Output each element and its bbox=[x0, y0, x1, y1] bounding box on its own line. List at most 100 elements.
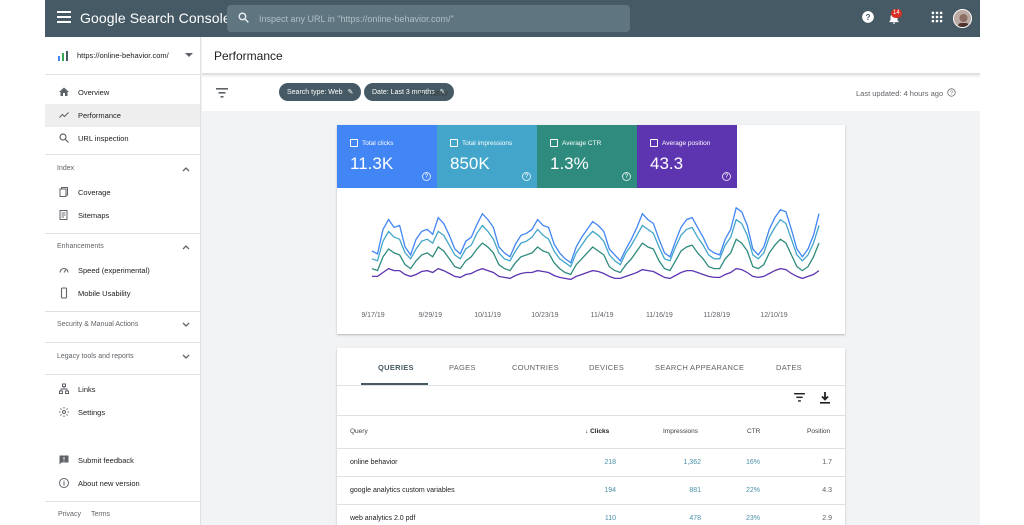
menu-icon[interactable] bbox=[57, 11, 71, 25]
chevron-up-icon[interactable] bbox=[182, 244, 190, 250]
apps-grid-icon[interactable] bbox=[930, 10, 944, 24]
sidebar-item-sitemaps[interactable]: Sitemaps bbox=[45, 204, 200, 227]
cell-ctr: 23% bbox=[745, 515, 760, 522]
column-header-query[interactable]: Query bbox=[350, 428, 368, 435]
speed-icon bbox=[59, 267, 69, 273]
tab-search-appearance[interactable]: SEARCH APPEARANCE bbox=[655, 363, 745, 372]
section-title-legacy[interactable]: Legacy tools and reports bbox=[57, 353, 134, 360]
last-updated-text: Last updated: 4 hours ago ? bbox=[856, 88, 956, 98]
metric-title: Total clicks bbox=[362, 140, 394, 147]
feedback-icon bbox=[59, 455, 69, 465]
search-input[interactable] bbox=[259, 9, 619, 28]
help-icon[interactable]: ? bbox=[622, 172, 631, 181]
cell-position: 4.3 bbox=[822, 487, 832, 494]
cell-query: online behavior bbox=[350, 459, 398, 466]
table-row[interactable]: google analytics custom variables 194 88… bbox=[337, 476, 845, 504]
divider bbox=[45, 311, 200, 312]
property-selector[interactable]: https://online-behavior.com/ bbox=[45, 37, 200, 75]
metric-average-position[interactable]: Average position 43.3 ? bbox=[637, 125, 737, 188]
new-filter-button[interactable]: + NEW bbox=[418, 87, 448, 100]
metric-title: Average CTR bbox=[562, 140, 602, 147]
divider bbox=[45, 501, 200, 502]
chevron-down-icon[interactable] bbox=[182, 354, 190, 360]
sidebar-item-about-new-version[interactable]: About new version bbox=[45, 472, 200, 495]
column-header-clicks[interactable]: ↓ Clicks bbox=[585, 428, 609, 435]
help-icon[interactable]: ? bbox=[722, 172, 731, 181]
sidebar-item-coverage[interactable]: Coverage bbox=[45, 181, 200, 204]
cell-query: google analytics custom variables bbox=[350, 487, 455, 494]
info-icon bbox=[59, 478, 69, 488]
section-title-security[interactable]: Security & Manual Actions bbox=[57, 321, 139, 328]
last-updated-label: Last updated: 4 hours ago bbox=[856, 89, 944, 98]
metric-total-clicks[interactable]: Total clicks 11.3K ? bbox=[337, 125, 437, 188]
product-logo[interactable]: Google Search Console bbox=[80, 10, 231, 26]
avatar[interactable] bbox=[953, 9, 972, 28]
arrow-down-icon: ↓ bbox=[585, 428, 591, 435]
url-inspection-search[interactable] bbox=[227, 5, 630, 32]
column-header-position[interactable]: Position bbox=[807, 428, 831, 435]
x-tick-label: 11/4/19 bbox=[591, 312, 614, 319]
filter-icon[interactable] bbox=[794, 393, 805, 402]
sidebar-item-mobile-usability[interactable]: Mobile Usability bbox=[45, 282, 200, 305]
divider bbox=[337, 415, 845, 416]
trending-up-icon bbox=[59, 112, 69, 118]
x-tick-label: 11/16/19 bbox=[646, 312, 673, 319]
cell-position: 1.7 bbox=[822, 459, 832, 466]
metric-value: 850K bbox=[450, 154, 490, 173]
table-row[interactable]: online behavior 218 1,362 16% 1.7 bbox=[337, 448, 845, 476]
tab-queries[interactable]: QUERIES bbox=[378, 363, 414, 372]
metric-average-ctr[interactable]: Average CTR 1.3% ? bbox=[537, 125, 637, 188]
table-row[interactable]: web analytics 2.0 pdf 110 478 23% 2.9 bbox=[337, 504, 845, 525]
tab-countries[interactable]: COUNTRIES bbox=[512, 363, 559, 372]
sidebar-item-settings[interactable]: Settings bbox=[45, 401, 200, 424]
sidebar-item-speed[interactable]: Speed (experimental) bbox=[45, 259, 200, 282]
tab-pages[interactable]: PAGES bbox=[449, 363, 476, 372]
privacy-link[interactable]: Privacy bbox=[58, 511, 81, 518]
date-range-chip[interactable]: Date: Last 3 months ✎ bbox=[364, 83, 454, 101]
page-header: Performance bbox=[202, 37, 980, 75]
checkbox-icon bbox=[550, 139, 558, 147]
search-type-chip[interactable]: Search type: Web ✎ bbox=[279, 83, 362, 101]
metric-total-impressions[interactable]: Total impressions 850K ? bbox=[437, 125, 537, 188]
column-header-label: Clicks bbox=[590, 428, 610, 435]
terms-link[interactable]: Terms bbox=[91, 511, 111, 518]
sidebar-item-performance[interactable]: Performance bbox=[45, 104, 200, 127]
links-icon bbox=[59, 383, 69, 394]
column-header-ctr[interactable]: CTR bbox=[747, 428, 761, 435]
help-icon[interactable]: ? bbox=[522, 172, 531, 181]
metric-value: 1.3% bbox=[550, 154, 589, 173]
chevron-down-icon[interactable] bbox=[182, 322, 190, 328]
series-line-total-clicks bbox=[371, 206, 820, 264]
app-frame: Google Search Console ? 14 https://onlin… bbox=[45, 0, 980, 525]
tab-dates[interactable]: DATES bbox=[776, 363, 802, 372]
pencil-icon: ✎ bbox=[439, 89, 446, 96]
chevron-up-icon[interactable] bbox=[182, 166, 190, 172]
chip-label: Search type: Web bbox=[287, 89, 343, 96]
sidebar-item-links[interactable]: Links bbox=[45, 378, 200, 401]
checkbox-icon bbox=[350, 139, 358, 147]
performance-line-chart: 9/17/19 9/29/19 10/11/19 10/23/19 11/4/19 11/… bbox=[361, 206, 820, 319]
series-line-average-position bbox=[372, 267, 820, 281]
download-icon[interactable] bbox=[820, 392, 830, 404]
help-icon[interactable]: ? bbox=[861, 10, 875, 24]
section-title-index[interactable]: Index bbox=[57, 165, 75, 172]
tab-devices[interactable]: DEVICES bbox=[589, 363, 625, 372]
help-icon[interactable]: ? bbox=[947, 88, 956, 97]
checkbox-icon bbox=[450, 139, 458, 147]
cell-position: 2.9 bbox=[822, 515, 832, 522]
sidebar-item-url-inspection[interactable]: URL inspection bbox=[45, 127, 200, 150]
series-line-total-impressions bbox=[371, 218, 820, 268]
filter-icon[interactable] bbox=[216, 88, 228, 98]
sidebar: https://online-behavior.com/ Overview Pe… bbox=[45, 37, 201, 525]
column-header-impressions[interactable]: Impressions bbox=[663, 428, 699, 435]
divider bbox=[45, 154, 200, 155]
help-icon[interactable]: ? bbox=[422, 172, 431, 181]
section-title-enhancements[interactable]: Enhancements bbox=[57, 243, 104, 250]
phone-icon bbox=[60, 287, 68, 299]
top-app-bar: Google Search Console ? 14 bbox=[45, 0, 980, 37]
cell-clicks: 218 bbox=[604, 459, 616, 466]
sidebar-item-submit-feedback[interactable]: Submit feedback bbox=[45, 449, 200, 472]
sidebar-item-overview[interactable]: Overview bbox=[45, 81, 200, 104]
x-tick-label: 9/17/19 bbox=[361, 312, 384, 319]
new-filter-label: NEW bbox=[430, 89, 448, 98]
